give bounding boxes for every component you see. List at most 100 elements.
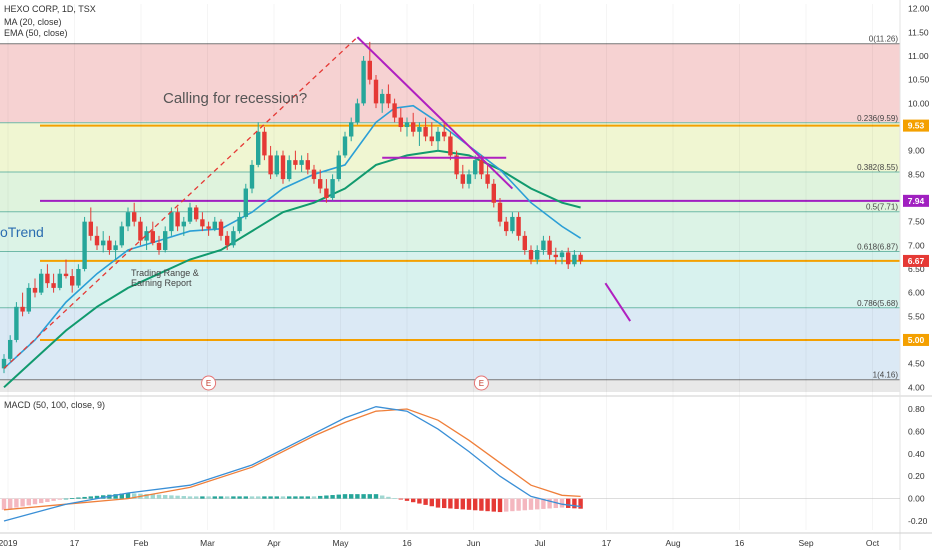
macd-hist-bar	[26, 498, 31, 506]
x-tick-label: Aug	[665, 538, 680, 548]
candle-body	[181, 221, 186, 227]
macd-hist-bar	[256, 496, 261, 499]
candle-body	[231, 231, 236, 246]
x-tick-label: Feb	[134, 538, 149, 548]
fib-label: 0.5(7.71)	[866, 203, 898, 212]
price-tick-label: 10.00	[908, 98, 930, 108]
candle-body	[206, 226, 211, 229]
macd-hist-bar	[156, 494, 162, 499]
candle-body	[280, 155, 286, 180]
macd-hist-bar	[361, 494, 366, 499]
candle-body	[479, 160, 484, 175]
candle-body	[26, 287, 31, 312]
macd-hist-bar	[404, 498, 410, 501]
macd-hist-bar	[578, 498, 583, 509]
trendline	[356, 36, 514, 190]
candle-body	[454, 155, 459, 175]
macd-hist-bar	[349, 494, 354, 499]
candle-body	[442, 131, 447, 137]
macd-hist-bar	[187, 496, 193, 499]
trading-range-annotation: Trading Range & Earning Report	[131, 268, 199, 288]
candle-body	[237, 216, 242, 232]
macd-hist-bar	[535, 498, 540, 510]
macd-hist-bar	[249, 496, 255, 499]
candle-body	[380, 93, 385, 104]
price-tick-label: 11.50	[908, 27, 929, 37]
price-badge	[903, 254, 929, 267]
candle-body	[528, 250, 534, 260]
macd-hist-bar	[119, 493, 124, 499]
x-tick-label: Sep	[798, 538, 813, 548]
macd-hist-bar	[392, 498, 397, 499]
uptrend-annotation: oTrend	[0, 224, 44, 240]
price-badge-label: 7.94	[908, 196, 925, 206]
macd-tick-label: -0.20	[908, 516, 928, 526]
macd-hist-bar	[181, 496, 186, 499]
macd-hist-bar	[293, 496, 298, 499]
x-tick-label: 2019	[0, 538, 18, 548]
recession-annotation: Calling for recession?	[163, 90, 308, 107]
ema50-line	[3, 149, 581, 389]
candle-body	[342, 136, 348, 156]
candle-body	[94, 235, 100, 246]
macd-tick-label: 0.80	[908, 404, 925, 414]
candle-body	[175, 212, 180, 227]
macd-hist-bar	[287, 496, 292, 499]
candle-body	[256, 131, 261, 165]
candle-body	[212, 221, 217, 229]
fib-label: 0.786(5.68)	[857, 299, 898, 308]
candle-body	[57, 273, 62, 288]
macd-hist-bar	[175, 495, 180, 499]
macd-hist-bar	[473, 498, 478, 511]
x-tick-label: Jul	[535, 538, 546, 548]
candle-body	[535, 250, 540, 260]
macd-hist-bar	[94, 495, 100, 499]
candle-body	[392, 103, 397, 118]
candle-body	[398, 117, 403, 128]
candle-body	[547, 240, 552, 255]
candle-body	[113, 245, 118, 251]
candle-body	[448, 136, 453, 156]
macd-hist-bar	[231, 496, 236, 499]
macd-hist-bar	[373, 494, 379, 499]
candle-body	[373, 79, 379, 104]
macd-hist-bar	[8, 498, 13, 509]
candle-body	[274, 155, 279, 175]
macd-hist-bar	[510, 498, 515, 512]
macd-hist-bar	[82, 496, 87, 499]
macd-hist-bar	[336, 494, 341, 499]
macd-hist-bar	[479, 498, 484, 511]
x-tick-label: Mar	[200, 538, 215, 548]
x-tick-label: 17	[70, 538, 80, 548]
macd-hist-bar	[1, 498, 7, 510]
macd-hist-bar	[318, 495, 323, 499]
price-tick-label: 9.00	[908, 146, 925, 156]
candle-body	[70, 276, 75, 286]
earning-report-text: Earning Report	[131, 278, 192, 288]
macd-hist-bar	[51, 498, 56, 501]
candle-body	[243, 188, 248, 217]
macd-hist-bar	[169, 495, 174, 499]
macd-hist-bar	[398, 498, 403, 500]
price-tick-label: 4.50	[908, 359, 925, 369]
candle-body	[367, 60, 372, 80]
price-tick-label: 5.50	[908, 311, 925, 321]
candle-body	[156, 242, 162, 251]
fib-label: 0(11.26)	[869, 35, 899, 44]
macd-hist-bar	[70, 498, 75, 499]
candle-body	[14, 306, 19, 340]
macd-hist-bar	[516, 498, 521, 511]
fib-zone	[0, 43, 900, 123]
macd-hist-bar	[274, 496, 279, 499]
earnings-marker	[201, 375, 217, 391]
candle-body	[386, 93, 391, 104]
price-tick-label: 4.00	[908, 382, 925, 392]
candle-body	[268, 155, 273, 175]
macd-hist-bar	[442, 498, 447, 509]
fib-zone	[0, 171, 900, 212]
candle-body	[8, 339, 13, 359]
macd-hist-bar	[132, 493, 137, 499]
macd-hist-bar	[454, 498, 459, 509]
candle-body	[169, 212, 174, 232]
